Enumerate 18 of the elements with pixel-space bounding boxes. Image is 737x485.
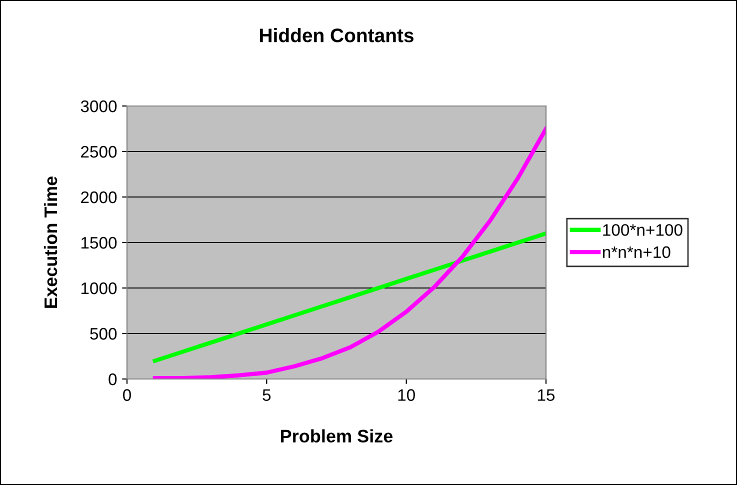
chart-title: Hidden Contants [260, 28, 414, 42]
y-axis-title: Execution Time [44, 176, 58, 308]
legend-label: n*n*n+10 [603, 246, 670, 258]
x-tick-label: 10 [398, 389, 415, 401]
line-series [152, 231, 546, 363]
y-tick-label: 0 [108, 373, 117, 386]
y-tick-label: 1000 [81, 282, 117, 294]
y-tick-label: 2500 [81, 146, 117, 158]
y-tick-label: 500 [90, 328, 117, 340]
y-tick-label: 1500 [81, 236, 117, 249]
x-tick-label: 0 [123, 389, 131, 401]
y-tick-label: 3000 [80, 100, 117, 112]
x-axis-title: Problem Size [281, 429, 393, 443]
y-tick-label: 2000 [81, 191, 117, 204]
x-tick-label: 5 [262, 389, 271, 401]
legend-label: 100*n+100 [603, 224, 682, 236]
x-tick-label: 15 [538, 389, 555, 401]
line-series [152, 126, 546, 379]
